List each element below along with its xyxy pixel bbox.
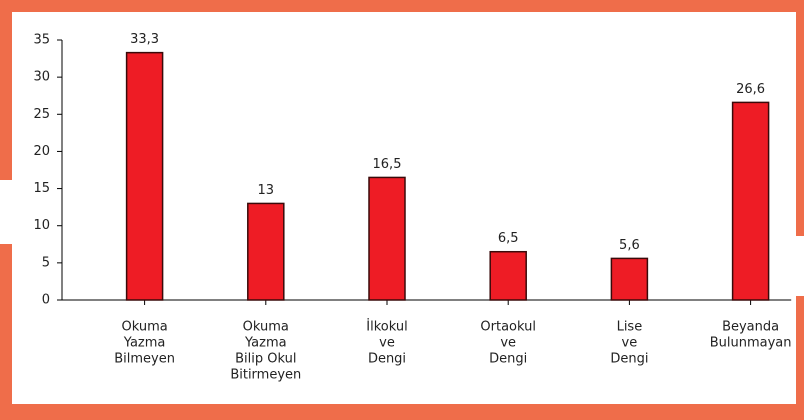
y-tick-label: 20	[33, 144, 50, 159]
value-label: 13	[258, 183, 275, 198]
frame-gap	[0, 180, 14, 244]
y-tick-label: 5	[42, 255, 50, 270]
frame-gap	[794, 236, 804, 296]
y-tick-label: 35	[33, 33, 50, 48]
bar	[731, 101, 770, 301]
x-tick-label: Ortaokul	[480, 320, 536, 335]
x-tick-label: Okuma	[243, 320, 289, 335]
x-tick-label: Bilmeyen	[114, 352, 175, 367]
x-tick-label: Yazma	[123, 336, 166, 351]
y-tick-label: 0	[42, 293, 50, 308]
value-label: 26,6	[736, 82, 765, 97]
bar	[610, 257, 649, 301]
x-tick-label: ve	[622, 336, 638, 351]
y-tick-label: 25	[33, 107, 50, 122]
x-tick-label: Beyanda	[722, 320, 779, 335]
bar	[247, 202, 285, 301]
bar	[368, 176, 406, 301]
x-tick-label: Bulunmayan	[710, 336, 792, 351]
x-tick-label: Okuma	[121, 320, 167, 335]
x-tick-label: Dengi	[610, 352, 648, 367]
y-tick-label: 15	[33, 181, 50, 196]
x-tick-label: Yazma	[244, 336, 287, 351]
bar	[125, 51, 164, 301]
x-tick-label: Bitirmeyen	[230, 368, 301, 383]
x-tick-label: Dengi	[368, 352, 406, 367]
x-tick-label: Bilip Okul	[235, 352, 296, 367]
x-tick-label: Lise	[617, 320, 643, 335]
value-label: 5,6	[619, 238, 640, 253]
value-label: 33,3	[130, 32, 159, 47]
bar	[489, 250, 527, 301]
x-tick-label: ve	[379, 336, 395, 351]
x-tick-label: Dengi	[489, 352, 527, 367]
x-tick-label: İlkokul	[366, 319, 407, 335]
value-label: 6,5	[498, 231, 519, 246]
y-tick-label: 30	[33, 70, 50, 85]
x-tick-label: ve	[500, 336, 516, 351]
y-tick-label: 10	[33, 218, 50, 233]
value-label: 16,5	[373, 157, 402, 172]
